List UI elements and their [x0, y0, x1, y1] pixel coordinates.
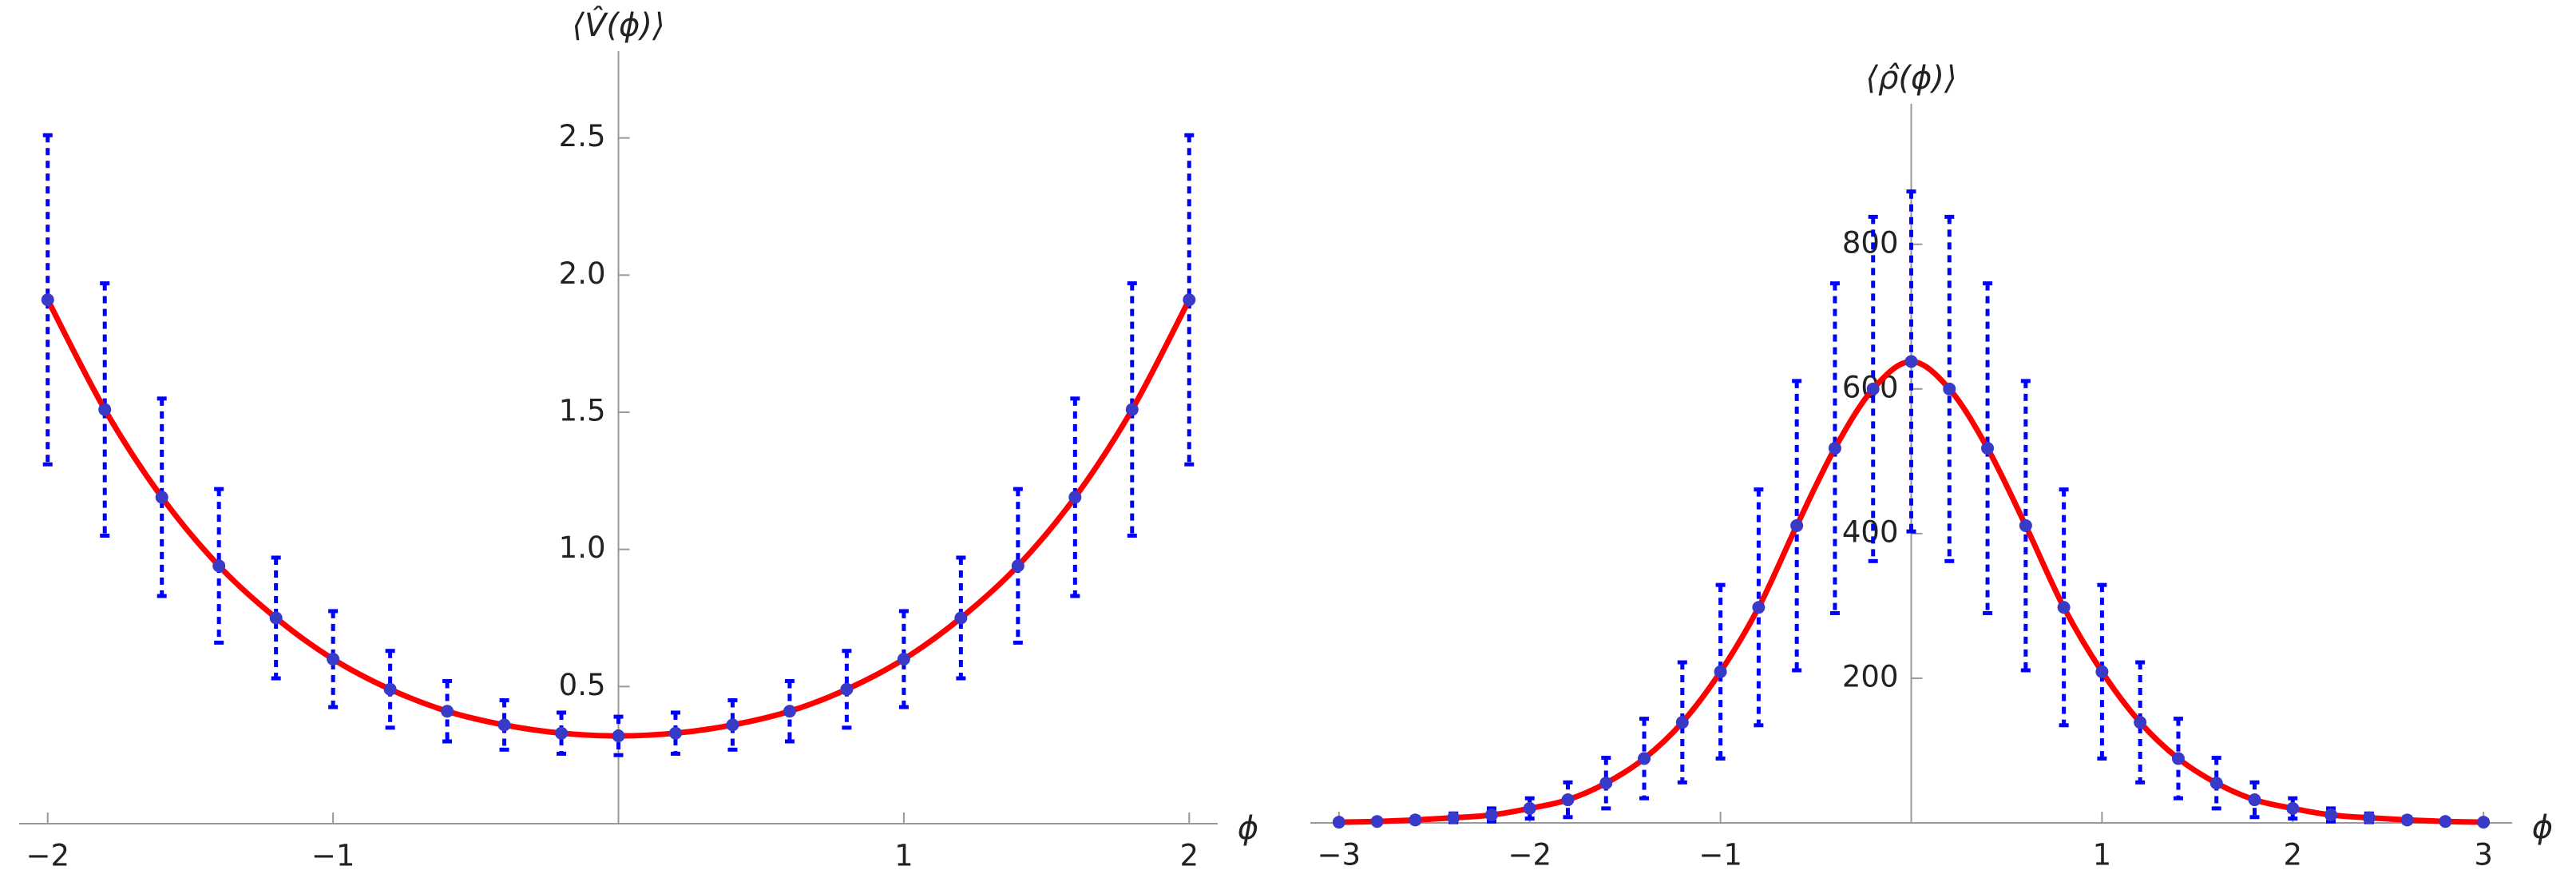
data-point — [840, 682, 854, 696]
data-point — [2324, 809, 2338, 822]
x-tick-label: 1 — [894, 839, 913, 873]
data-point — [555, 726, 569, 740]
data-point — [2439, 815, 2452, 828]
data-point — [1011, 559, 1024, 573]
data-point — [1675, 716, 1689, 729]
data-point — [1943, 382, 1956, 395]
data-point — [1981, 442, 1995, 455]
data-point — [2286, 801, 2300, 815]
data-point — [2171, 752, 2185, 765]
data-point — [2134, 716, 2147, 729]
data-point — [98, 403, 112, 416]
y-tick-label: 2.5 — [559, 119, 606, 153]
y-tick-label: 800 — [1842, 225, 1899, 260]
data-point — [155, 491, 168, 504]
data-point — [783, 705, 796, 718]
data-point — [954, 611, 968, 625]
data-point — [269, 611, 283, 625]
x-tick-label: 1 — [2093, 838, 2112, 872]
x-tick-label: −1 — [1698, 838, 1742, 872]
data-point — [1068, 491, 1082, 504]
x-tick-label: 2 — [2284, 838, 2303, 872]
data-point — [668, 726, 682, 740]
x-tick-label: 2 — [1179, 839, 1199, 873]
data-point — [497, 718, 511, 732]
y-tick-label: 2.0 — [559, 256, 606, 291]
x-tick-label: −3 — [1318, 838, 1361, 872]
data-point — [2057, 601, 2071, 614]
data-point — [1638, 752, 1651, 765]
data-point — [2362, 811, 2376, 824]
data-point — [2095, 665, 2109, 678]
data-point — [41, 293, 54, 307]
data-point — [1484, 809, 1498, 822]
data-point — [441, 705, 454, 718]
y-tick-label: 1.0 — [559, 530, 606, 565]
data-point — [2477, 816, 2491, 829]
x-axis-label: ϕ — [2532, 809, 2553, 846]
data-point — [1332, 816, 1345, 829]
data-point — [897, 653, 910, 665]
data-point — [1714, 665, 1727, 678]
data-point — [1523, 801, 1536, 815]
y-tick-label: 200 — [1842, 659, 1899, 693]
data-point — [383, 682, 397, 696]
data-point — [1409, 813, 1422, 827]
data-point — [1447, 811, 1460, 824]
data-point — [212, 559, 226, 573]
data-point — [612, 729, 625, 743]
data-point — [1599, 777, 1613, 790]
data-point — [327, 653, 340, 665]
y-axis-label: ⟨ρ̂(ϕ)⟩ — [1865, 60, 1956, 97]
data-point — [1904, 355, 1918, 368]
data-point — [2209, 777, 2223, 790]
x-tick-label: −2 — [26, 839, 69, 873]
data-point — [726, 718, 739, 732]
data-point — [1370, 815, 1384, 828]
data-point — [1561, 793, 1575, 807]
x-tick-label: 3 — [2474, 838, 2493, 872]
data-point — [2248, 793, 2261, 807]
data-point — [1125, 403, 1139, 416]
data-point — [1828, 442, 1841, 455]
x-axis-label: ϕ — [1238, 810, 1258, 847]
data-point — [1752, 601, 1766, 614]
data-point — [2400, 813, 2414, 827]
x-tick-label: −1 — [311, 839, 355, 873]
x-tick-label: −2 — [1508, 838, 1552, 872]
data-point — [1183, 293, 1196, 307]
y-tick-label: 400 — [1842, 515, 1899, 549]
data-point — [1866, 382, 1880, 395]
data-point — [1790, 518, 1804, 532]
y-axis-label: ⟨V̂(ϕ)⟩ — [572, 6, 664, 44]
y-tick-label: 0.5 — [559, 668, 606, 702]
data-point — [2019, 518, 2032, 532]
y-tick-label: 1.5 — [559, 394, 606, 428]
